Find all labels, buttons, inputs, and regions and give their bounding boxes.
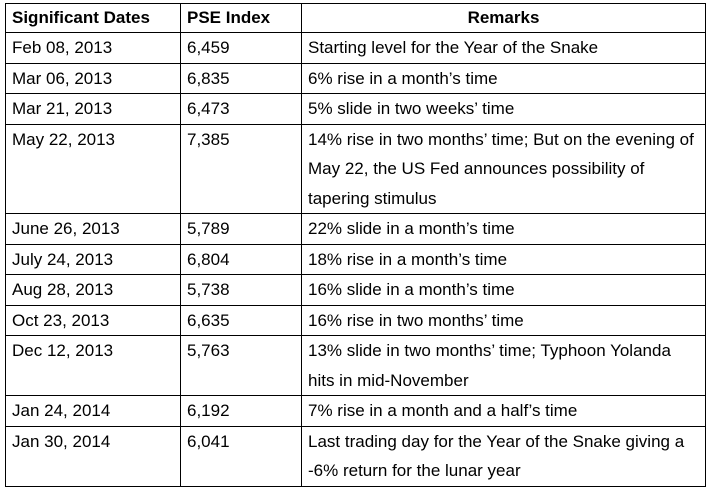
remarks-cell: 7% rise in a month and a half’s time	[301, 395, 706, 427]
table-row: Jan 30, 2014 6,041 Last trading day for …	[5, 425, 706, 487]
remarks-cell: 22% slide in a month’s time	[301, 213, 706, 245]
remarks-cell: Starting level for the Year of the Snake	[301, 32, 706, 64]
index-cell: 6,459	[180, 32, 302, 64]
table-row: Mar 06, 2013 6,835 6% rise in a month’s …	[5, 62, 706, 94]
index-cell: 5,738	[180, 274, 302, 306]
table-body: Feb 08, 2013 6,459 Starting level for th…	[5, 32, 706, 487]
remarks-cell: Last trading day for the Year of the Sna…	[301, 425, 706, 487]
table-row: Oct 23, 2013 6,635 16% rise in two month…	[5, 304, 706, 336]
remarks-cell: 14% rise in two months’ time; But on the…	[301, 123, 706, 214]
header-significant-dates: Significant Dates	[5, 3, 181, 33]
date-cell: Dec 12, 2013	[5, 335, 181, 396]
index-cell: 6,473	[180, 93, 302, 125]
table-header: Significant Dates PSE Index Remarks	[5, 3, 706, 33]
index-cell: 6,835	[180, 62, 302, 94]
date-cell: Oct 23, 2013	[5, 304, 181, 336]
date-cell: Jan 24, 2014	[5, 395, 181, 427]
date-cell: Jan 30, 2014	[5, 425, 181, 487]
remarks-cell: 16% slide in a month’s time	[301, 274, 706, 306]
date-cell: Feb 08, 2013	[5, 32, 181, 64]
date-cell: May 22, 2013	[5, 123, 181, 214]
index-cell: 6,804	[180, 243, 302, 275]
table-row: June 26, 2013 5,789 22% slide in a month…	[5, 213, 706, 245]
header-remarks: Remarks	[301, 3, 706, 33]
date-cell: Mar 21, 2013	[5, 93, 181, 125]
table-row: July 24, 2013 6,804 18% rise in a month’…	[5, 243, 706, 275]
remarks-cell: 6% rise in a month’s time	[301, 62, 706, 94]
table-row: Jan 24, 2014 6,192 7% rise in a month an…	[5, 395, 706, 427]
pse-index-table: Significant Dates PSE Index Remarks Feb …	[5, 3, 706, 487]
remarks-cell: 5% slide in two weeks’ time	[301, 93, 706, 125]
date-cell: July 24, 2013	[5, 243, 181, 275]
table-row: Aug 28, 2013 5,738 16% slide in a month’…	[5, 274, 706, 306]
table-row: May 22, 2013 7,385 14% rise in two month…	[5, 123, 706, 214]
remarks-cell: 18% rise in a month’s time	[301, 243, 706, 275]
remarks-cell: 16% rise in two months’ time	[301, 304, 706, 336]
index-cell: 7,385	[180, 123, 302, 214]
table-row: Feb 08, 2013 6,459 Starting level for th…	[5, 32, 706, 64]
table-row: Dec 12, 2013 5,763 13% slide in two mont…	[5, 335, 706, 396]
date-cell: Mar 06, 2013	[5, 62, 181, 94]
table-row: Mar 21, 2013 6,473 5% slide in two weeks…	[5, 93, 706, 125]
index-cell: 6,192	[180, 395, 302, 427]
date-cell: June 26, 2013	[5, 213, 181, 245]
index-cell: 6,041	[180, 425, 302, 487]
index-cell: 5,789	[180, 213, 302, 245]
index-cell: 5,763	[180, 335, 302, 396]
index-cell: 6,635	[180, 304, 302, 336]
remarks-cell: 13% slide in two months’ time; Typhoon Y…	[301, 335, 706, 396]
date-cell: Aug 28, 2013	[5, 274, 181, 306]
header-pse-index: PSE Index	[180, 3, 302, 33]
header-row: Significant Dates PSE Index Remarks	[5, 3, 706, 33]
